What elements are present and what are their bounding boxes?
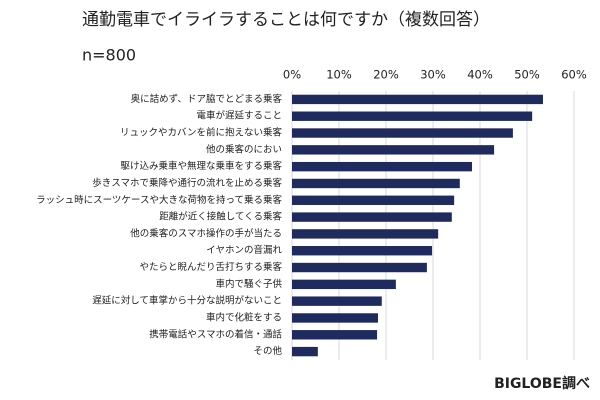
y-tick-label: 遅延に対して車掌から十分な説明がないこと xyxy=(92,295,282,307)
bar xyxy=(292,111,533,121)
source: BIGLOBE調べ xyxy=(494,375,590,392)
bar xyxy=(292,212,452,222)
y-tick-label: イヤホンの音漏れ xyxy=(206,244,282,256)
x-tick-label: 20% xyxy=(373,68,399,82)
x-tick-label: 0% xyxy=(283,68,301,82)
bar xyxy=(292,161,473,172)
y-tick-label: 電車が遅延すること xyxy=(196,110,282,122)
y-tick-label: 車内で騒ぐ子供 xyxy=(215,278,282,290)
bar xyxy=(292,178,460,189)
x-tick-label: 40% xyxy=(467,68,493,82)
y-tick-label: その他 xyxy=(253,345,282,357)
x-tick-label: 10% xyxy=(326,68,352,82)
bar xyxy=(292,246,433,256)
bar xyxy=(292,313,379,323)
chart-title: 通勤電車でイライラすることは何ですか（複数回答） xyxy=(82,10,490,30)
y-tick-label: 駆け込み乗車や無理な乗車をする乗客 xyxy=(120,160,282,172)
y-tick-label: 奥に詰めず、ドア脇でとどまる乗客 xyxy=(131,93,283,105)
y-tick-label: やたらと睨んだり舌打ちする乗客 xyxy=(139,261,282,273)
bar xyxy=(292,145,495,155)
x-tick-label: 60% xyxy=(561,68,587,82)
y-tick-label: 距離が近く接触してくる乗客 xyxy=(159,211,282,223)
y-tick-label: リュックやカバンを前に抱えない乗客 xyxy=(120,127,282,139)
bar xyxy=(292,346,318,357)
x-tick-label: 30% xyxy=(420,68,446,82)
bar xyxy=(292,330,378,340)
bar xyxy=(292,195,455,205)
y-tick-label: 車内で化粧をする xyxy=(206,311,282,323)
y-tick-label: 携帯電話やスマホの着信・通話 xyxy=(149,328,282,340)
bar xyxy=(292,296,382,306)
bar xyxy=(292,262,427,273)
bar xyxy=(292,94,543,105)
bar xyxy=(292,229,439,239)
sample-size: n=800 xyxy=(82,46,136,65)
x-tick-label: 50% xyxy=(514,68,540,82)
y-tick-label: 他の乗客のスマホ操作の手が当たる xyxy=(130,227,282,239)
bar xyxy=(292,128,513,138)
bar xyxy=(292,279,396,290)
y-tick-label: ラッシュ時にスーツケースや大きな荷物を持って乗る乗客 xyxy=(36,194,282,206)
y-tick-label: 他の乗客のにおい xyxy=(206,143,282,155)
y-tick-label: 歩きスマホで乗降や通行の流れを止める乗客 xyxy=(92,177,282,189)
